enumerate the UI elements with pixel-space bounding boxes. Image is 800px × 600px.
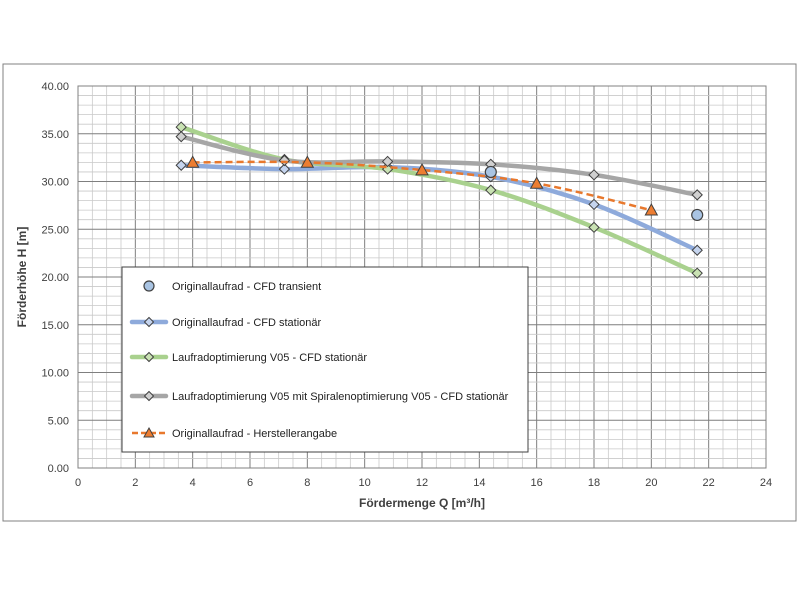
plot-area-border [77,85,767,469]
data-point [175,130,187,143]
data-point [300,155,315,168]
y-axis-title: Förderhöhe H [m] [15,227,29,328]
data-point [644,203,659,216]
data-point [529,176,544,189]
y-tick-label: 10.00 [41,368,69,380]
legend-marker [143,280,155,292]
series-2 [175,159,703,256]
y-tick-label: 0.00 [48,463,69,475]
legend-entry: Originallaufrad - Herstellerangabe [132,426,337,440]
x-tick-label: 10 [359,477,371,489]
data-point [691,189,703,201]
x-tick-label: 22 [703,477,715,489]
legend-label: Laufradoptimierung V05 - CFD stationär [172,352,367,364]
x-tick-label: 18 [588,477,600,489]
data-point [278,163,291,175]
legend-label: Originallaufrad - CFD stationär [172,317,322,329]
data-point [588,169,600,181]
x-axis-title: Fördermenge Q [m³/h] [359,496,485,510]
data-point [691,244,703,256]
series-1 [484,165,704,222]
legend-marker [143,316,155,328]
y-tick-label: 15.00 [41,320,69,332]
legend-box [121,266,529,453]
data-point [485,184,497,196]
data-point [175,159,187,171]
series-line [178,163,700,253]
legend-label: Originallaufrad - Herstellerangabe [172,428,337,440]
data-point [484,165,497,179]
data-point [691,267,703,279]
data-point [185,155,200,168]
legend-entry: Laufradoptimierung V05 - CFD stationär [129,351,367,364]
y-tick-label: 40.00 [41,81,69,93]
x-tick-label: 2 [132,477,138,489]
data-point [415,163,429,176]
x-tick-label: 16 [531,477,543,489]
series-5 [185,155,659,216]
x-tick-label: 20 [645,477,657,489]
legend-entry: Originallaufrad - CFD transient [143,280,321,293]
data-point [588,198,600,211]
legend-marker [143,426,155,438]
x-tick-label: 14 [473,477,485,489]
legend-marker [143,390,155,402]
legend-entry: Originallaufrad - CFD stationär [129,316,322,329]
x-tick-label: 8 [304,477,310,489]
data-point [381,155,394,168]
y-tick-label: 5.00 [48,415,69,427]
y-tick-label: 25.00 [41,224,69,236]
legend-marker [143,351,155,363]
y-tick-label: 35.00 [41,129,69,141]
legend-entry: Laufradoptimierung V05 mit Spiralenoptim… [129,390,509,403]
legend-label: Originallaufrad - CFD transient [172,281,321,293]
legend: Originallaufrad - CFD transient Originall… [121,266,529,453]
x-tick-label: 24 [760,477,772,489]
x-tick-label: 4 [190,477,196,489]
x-tick-label: 0 [75,477,81,489]
series-layer [175,121,704,279]
x-tick-label: 6 [247,477,253,489]
data-point [588,221,600,234]
legend-label: Laufradoptimierung V05 mit Spiralenoptim… [172,391,509,403]
y-tick-label: 30.00 [41,177,69,189]
axis-tick-labels: 0 2 4 6 8 10 12 14 16 18 20 22 240.005.0010.0015.002… [41,81,772,489]
y-tick-label: 20.00 [41,272,69,284]
x-tick-label: 12 [416,477,428,489]
series-line [178,134,700,198]
data-point [691,208,704,222]
